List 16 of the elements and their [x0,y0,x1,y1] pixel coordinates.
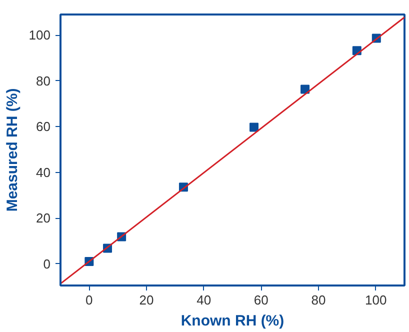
point [300,84,310,94]
x-tick-label: 80 [311,292,326,308]
point [250,122,258,132]
x-tick-label: 40 [196,292,212,308]
x-tick-label: 100 [364,292,387,308]
x-tick-label: 60 [254,292,268,308]
y-tick-label: 60 [36,119,51,134]
x-tick-label: 20 [139,292,154,308]
x-axis-title: Known RH (%) [180,312,284,330]
y-tick-label: 80 [36,73,51,88]
y-axis-title: Measured RH (%) [4,88,21,212]
y-tick-label: 20 [36,210,51,226]
x-tick-label: 0 [86,292,93,308]
y-tick-label: 0 [43,256,51,272]
y-tick-label: 40 [36,164,51,180]
y-tick-label: 100 [28,28,51,43]
